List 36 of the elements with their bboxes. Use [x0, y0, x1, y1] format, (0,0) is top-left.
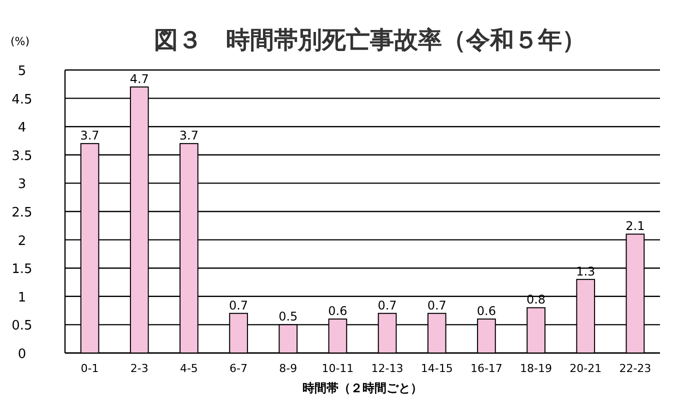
y-tick-label: 2 [18, 234, 26, 249]
y-tick-label: 0.5 [12, 318, 32, 334]
x-tick-label: 20-21 [570, 362, 602, 375]
data-label: 2.1 [626, 219, 645, 234]
y-tick-label: 1 [18, 290, 26, 306]
data-label: 0.6 [328, 304, 348, 318]
y-tick-label: 4 [18, 120, 26, 136]
y-tick-label: 3 [18, 177, 26, 192]
x-tick-label: 14-15 [420, 362, 453, 375]
x-axis-title: 時間帯（２時間ごと） [302, 381, 422, 395]
data-label: 0.6 [476, 304, 496, 318]
x-tick-label: 22-23 [619, 362, 652, 375]
x-tick-label: 16-17 [470, 362, 502, 375]
chart-title: 図３ 時間帯別死亡事故率（令和５年） [154, 26, 586, 54]
data-label: 3.7 [179, 128, 199, 143]
x-tick-label: 2-3 [130, 362, 148, 375]
data-label: 0.5 [278, 310, 298, 324]
x-tick-label: 18-19 [520, 362, 552, 375]
x-tick-label: 12-13 [371, 362, 404, 375]
x-tick-label: 0-1 [80, 362, 99, 375]
data-label: 4.7 [130, 72, 149, 86]
y-tick-label: 3.5 [12, 148, 32, 164]
y-axis-title: (%) [10, 35, 30, 48]
y-tick-label: 5 [18, 64, 26, 79]
y-tick-label: 1.5 [12, 262, 32, 278]
data-label: 0.7 [228, 298, 248, 312]
y-tick-label: 0 [18, 347, 26, 362]
data-label: 0.7 [378, 298, 397, 312]
x-tick-label: 10-11 [322, 362, 354, 375]
x-tick-label: 6-7 [230, 362, 248, 375]
x-tick-label: 8-9 [279, 362, 298, 375]
data-label: 3.7 [80, 128, 100, 143]
data-label: 0.7 [427, 298, 446, 312]
x-tick-label: 4-5 [180, 362, 198, 375]
y-tick-label: 4.5 [12, 92, 32, 108]
y-tick-label: 2.5 [12, 206, 32, 220]
